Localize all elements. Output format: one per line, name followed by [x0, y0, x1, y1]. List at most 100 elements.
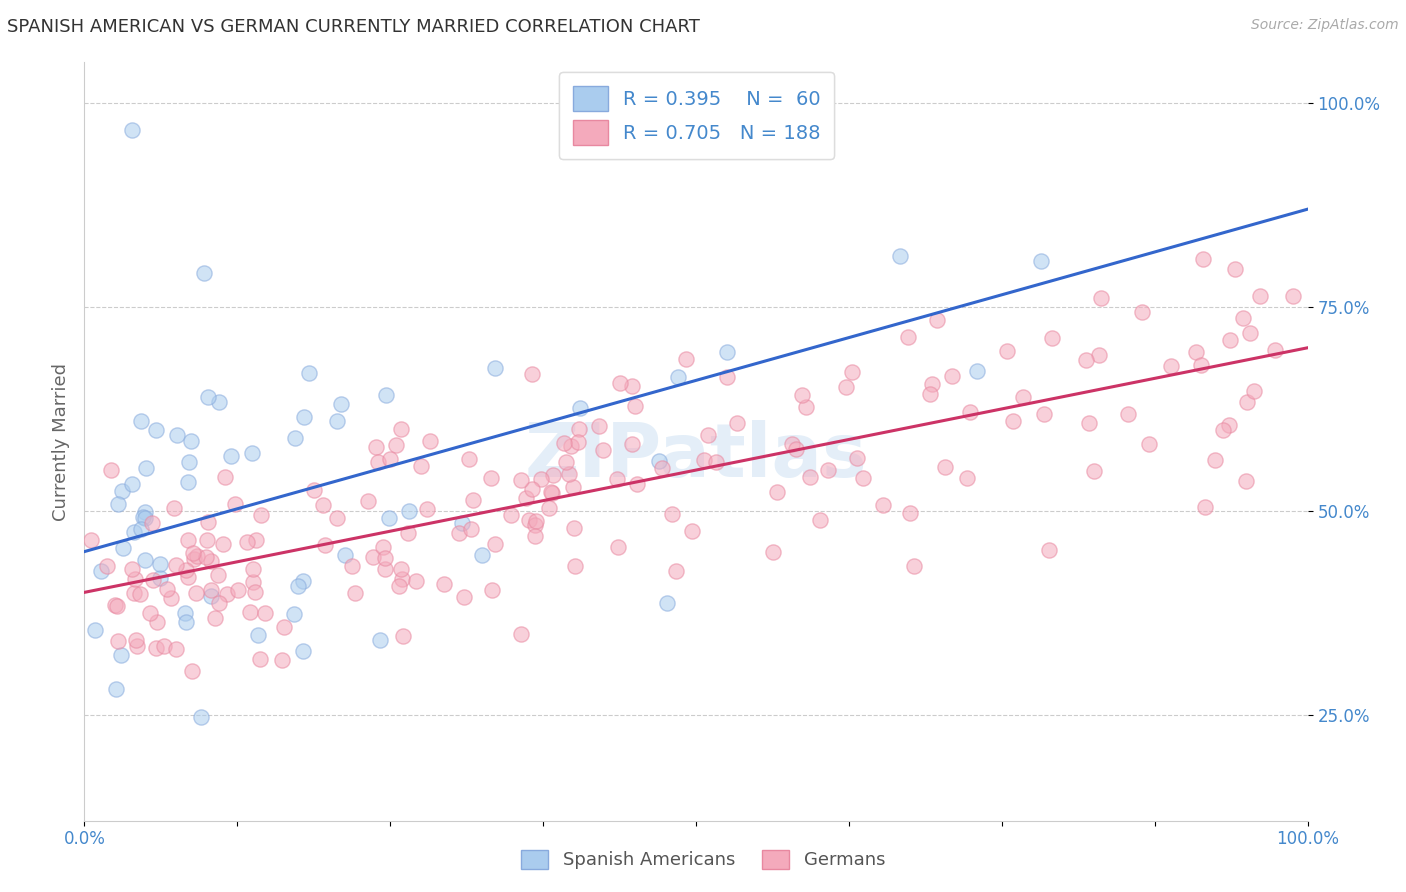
Point	[1118, 407, 1140, 421]
Point	[357, 493, 380, 508]
Point	[333, 548, 356, 562]
Point	[1074, 352, 1097, 367]
Point	[555, 455, 578, 469]
Point	[515, 491, 537, 506]
Point	[242, 575, 264, 590]
Point	[183, 551, 205, 566]
Point	[524, 517, 547, 532]
Point	[177, 533, 200, 548]
Point	[392, 629, 415, 643]
Point	[240, 446, 263, 460]
Point	[1137, 437, 1160, 451]
Point	[1185, 345, 1208, 359]
Point	[1189, 359, 1212, 373]
Point	[245, 584, 267, 599]
Point	[112, 541, 135, 556]
Point	[292, 644, 315, 658]
Point	[903, 559, 925, 574]
Point	[541, 467, 564, 482]
Point	[195, 550, 218, 565]
Point	[105, 681, 128, 696]
Point	[889, 249, 911, 263]
Point	[727, 416, 749, 430]
Point	[385, 438, 408, 452]
Point	[246, 628, 269, 642]
Point	[204, 610, 226, 624]
Point	[141, 574, 163, 588]
Point	[181, 664, 204, 678]
Point	[374, 550, 396, 565]
Point	[122, 524, 145, 539]
Point	[128, 586, 150, 600]
Point	[1239, 326, 1261, 340]
Point	[200, 583, 222, 598]
Point	[537, 500, 560, 515]
Point	[461, 493, 484, 508]
Point	[1160, 359, 1182, 373]
Point	[80, 533, 103, 548]
Point	[872, 498, 894, 512]
Point	[1191, 252, 1213, 266]
Point	[564, 559, 586, 574]
Point	[794, 400, 817, 414]
Point	[1282, 289, 1305, 303]
Point	[560, 440, 582, 454]
Point	[1264, 343, 1286, 357]
Point	[520, 368, 543, 382]
Point	[1002, 414, 1025, 428]
Point	[165, 558, 187, 572]
Point	[1212, 423, 1234, 437]
Point	[190, 710, 212, 724]
Point	[284, 431, 307, 445]
Point	[111, 483, 134, 498]
Point	[569, 401, 592, 415]
Point	[510, 626, 533, 640]
Point	[141, 516, 163, 530]
Point	[453, 590, 475, 604]
Point	[391, 572, 413, 586]
Point	[416, 502, 439, 516]
Point	[388, 579, 411, 593]
Point	[174, 606, 197, 620]
Point	[107, 634, 129, 648]
Point	[389, 422, 412, 436]
Point	[682, 524, 704, 538]
Point	[371, 541, 394, 555]
Point	[364, 440, 387, 454]
Legend: R = 0.395    N =  60, R = 0.705   N = 188: R = 0.395 N = 60, R = 0.705 N = 188	[560, 72, 834, 159]
Point	[389, 562, 412, 576]
Point	[207, 395, 229, 409]
Point	[606, 473, 628, 487]
Point	[481, 582, 503, 597]
Point	[378, 510, 401, 524]
Point	[522, 482, 544, 496]
Point	[1031, 253, 1053, 268]
Point	[121, 123, 143, 137]
Point	[122, 586, 145, 600]
Point	[304, 483, 326, 498]
Point	[925, 313, 948, 327]
Point	[479, 471, 502, 485]
Point	[177, 570, 200, 584]
Point	[214, 469, 236, 483]
Point	[145, 423, 167, 437]
Point	[567, 422, 589, 436]
Point	[592, 443, 614, 458]
Point	[105, 599, 128, 613]
Point	[124, 572, 146, 586]
Point	[326, 511, 349, 525]
Point	[540, 485, 562, 500]
Point	[217, 587, 239, 601]
Point	[1011, 390, 1033, 404]
Point	[1040, 331, 1063, 345]
Point	[666, 369, 689, 384]
Point	[163, 501, 186, 516]
Point	[1218, 418, 1240, 433]
Point	[374, 561, 396, 575]
Point	[607, 541, 630, 555]
Point	[134, 511, 156, 525]
Point	[121, 476, 143, 491]
Point	[291, 574, 314, 589]
Point	[239, 605, 262, 619]
Point	[852, 471, 875, 485]
